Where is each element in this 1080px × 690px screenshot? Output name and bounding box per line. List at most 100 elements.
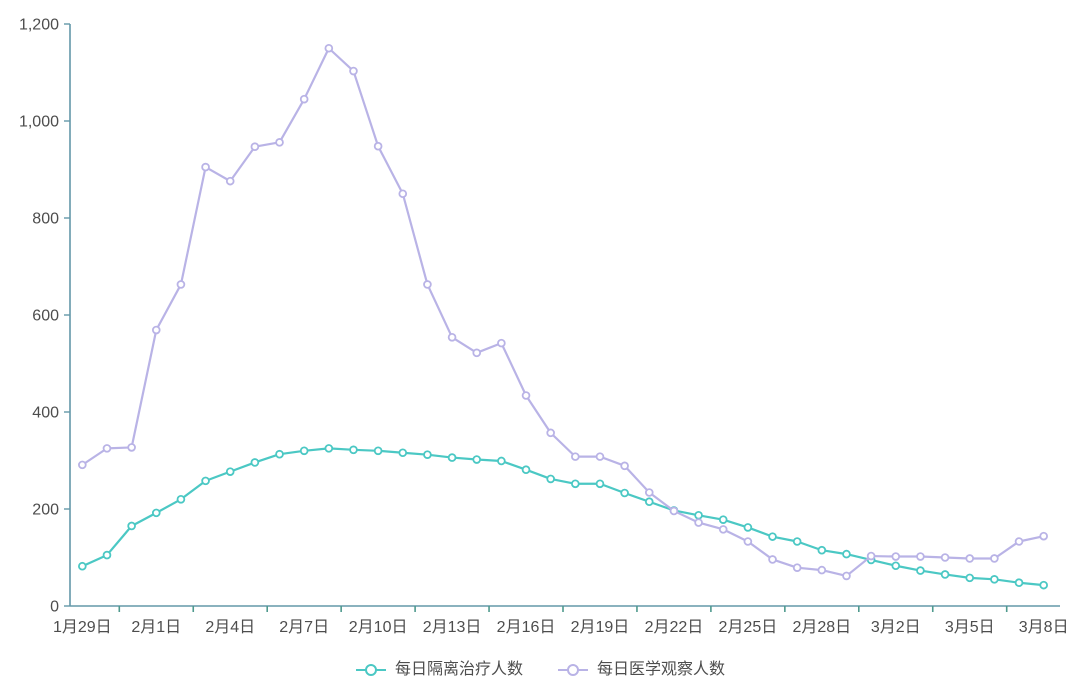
data-point-marker (1039, 531, 1048, 541)
x-axis-tick-label: 2月28日 (792, 619, 851, 636)
legend: 每日隔离治疗人数 每日医学观察人数 (0, 656, 1080, 684)
line-series-icon (355, 664, 386, 676)
x-axis-tick-label: 3月8日 (1019, 619, 1069, 636)
data-point-marker (792, 563, 802, 572)
y-axis-tick-label: 600 (32, 308, 59, 325)
data-point-marker (78, 460, 87, 470)
data-point-marker (250, 142, 260, 152)
data-point-marker (817, 565, 827, 575)
data-point-marker (127, 443, 136, 452)
data-point-marker (669, 506, 679, 516)
data-point-marker (866, 551, 876, 561)
x-axis-tick-label: 3月2日 (871, 619, 921, 636)
data-point-marker (472, 348, 482, 358)
data-point-marker (447, 333, 457, 342)
data-point-marker (916, 566, 925, 575)
data-point-marker (176, 494, 186, 504)
data-point-marker (842, 549, 851, 559)
data-point-marker (324, 43, 334, 53)
legend-item-daily-isolation-treatment[interactable]: 每日隔离治疗人数 (355, 662, 523, 678)
data-point-marker (521, 465, 531, 475)
data-point-marker (349, 66, 358, 76)
data-point-marker (373, 446, 383, 456)
data-point-marker (990, 575, 999, 584)
data-point-marker (472, 455, 482, 464)
data-point-marker (521, 391, 531, 400)
data-point-marker (546, 474, 555, 484)
data-point-marker (225, 176, 235, 186)
x-axis-tick-label: 2月19日 (571, 619, 630, 636)
data-point-marker (1014, 537, 1024, 546)
x-axis-tick-label: 2月25日 (719, 619, 778, 636)
data-point-marker (620, 461, 629, 471)
x-axis-tick-label: 2月13日 (423, 619, 482, 636)
data-point-marker (768, 532, 777, 541)
data-point-marker (151, 325, 161, 335)
data-point-marker (644, 488, 654, 497)
data-point-marker (127, 521, 136, 531)
data-point-marker (78, 561, 87, 571)
data-point-marker (423, 450, 432, 459)
data-point-marker (768, 555, 777, 564)
x-axis-tick-label: 3月5日 (945, 619, 995, 636)
data-point-marker (398, 189, 408, 199)
data-point-marker (497, 338, 506, 348)
data-point-marker (299, 94, 309, 104)
data-point-marker (595, 479, 605, 489)
data-point-marker (497, 456, 506, 466)
x-axis-tick-label: 2月16日 (497, 619, 556, 636)
x-axis-tick-label: 2月1日 (131, 619, 181, 636)
data-point-marker (546, 428, 555, 438)
data-point-marker (644, 497, 654, 507)
series-line-1 (81, 47, 1044, 578)
data-point-marker (447, 453, 457, 462)
data-point-marker (817, 545, 827, 555)
data-point-marker (201, 476, 210, 486)
data-point-marker (201, 162, 210, 172)
data-point-marker (842, 571, 851, 581)
data-point-marker (151, 508, 161, 518)
data-point-marker (423, 280, 432, 289)
x-axis-tick-label: 2月7日 (279, 619, 329, 636)
data-point-marker (275, 449, 284, 459)
line-series-icon (558, 664, 588, 676)
data-point-marker (1014, 578, 1024, 588)
legend-label: 每日隔离治疗人数 (394, 661, 523, 678)
y-axis-tick-label: 0 (50, 599, 59, 616)
y-axis-tick-label: 800 (32, 211, 59, 228)
data-point-marker (299, 446, 309, 456)
data-point-marker (965, 554, 975, 563)
data-point-marker (891, 552, 901, 561)
data-point-marker (349, 445, 358, 455)
data-point-marker (102, 550, 112, 560)
y-axis-tick-label: 1,000 (19, 114, 59, 131)
data-point-marker (792, 537, 802, 546)
data-point-marker (916, 552, 925, 561)
data-point-marker (571, 479, 580, 489)
data-point-marker (990, 554, 999, 563)
data-point-marker (965, 573, 975, 583)
data-point-marker (373, 141, 383, 151)
x-axis-tick-label: 2月10日 (349, 619, 408, 636)
data-point-marker (571, 452, 580, 461)
series-line-0 (81, 447, 1044, 587)
data-point-marker (694, 518, 703, 527)
data-point-marker (620, 488, 629, 498)
y-axis-tick-label: 1,200 (19, 17, 59, 34)
data-point-marker (398, 448, 408, 458)
data-point-marker (743, 523, 753, 532)
x-axis-tick-label: 2月22日 (645, 619, 704, 636)
data-point-marker (176, 280, 186, 289)
x-axis-tick-label: 2月4日 (205, 619, 255, 636)
data-point-marker (250, 458, 260, 467)
legend-item-daily-medical-observation[interactable]: 每日医学观察人数 (557, 662, 725, 678)
data-point-marker (940, 570, 950, 579)
data-point-marker (891, 561, 901, 571)
data-point-marker (718, 525, 728, 534)
data-point-marker (940, 553, 950, 562)
data-point-marker (743, 537, 753, 546)
legend-label: 每日医学观察人数 (597, 661, 726, 678)
data-point-marker (694, 511, 703, 520)
